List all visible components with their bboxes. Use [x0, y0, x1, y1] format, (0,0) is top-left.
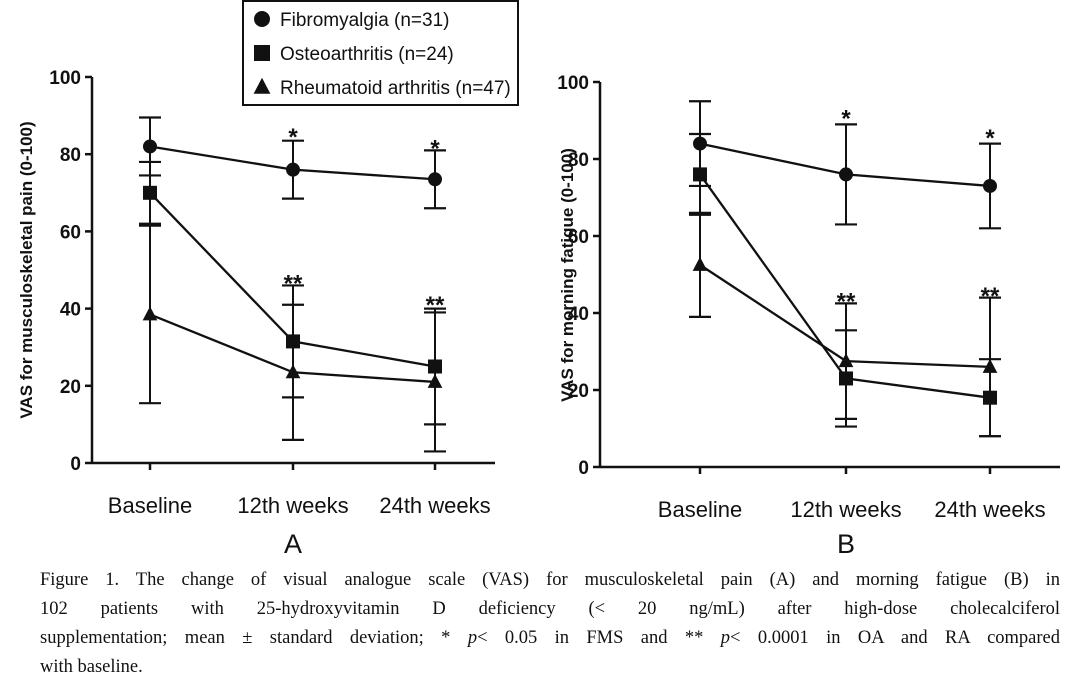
- legend-label-square: Osteoarthritis (n=24): [280, 44, 454, 65]
- panel-b-square-series-point-baseline: [693, 167, 707, 182]
- panel-a-y-tick-label-100: 100: [49, 68, 81, 89]
- panel-a-y-tick-label-20: 20: [60, 377, 81, 398]
- panel-a-x-tick-label-24th-weeks: 24th weeks: [379, 493, 490, 518]
- panel-b-significance-single-12th-weeks: *: [841, 106, 851, 133]
- panel-b-triangle-series-point-baseline: [692, 256, 708, 271]
- panel-a-chart: 0 20 40 60 80 100 Baseline 12th weeks 24th weeks…: [17, 68, 495, 559]
- legend-triangle-icon: [253, 77, 271, 94]
- panel-a-significance-single-12th-weeks: *: [288, 124, 298, 151]
- panel-a-y-tick-label-60: 60: [60, 222, 81, 243]
- legend-circle-icon: [254, 11, 270, 27]
- caption-line-3-a: supplementation; mean ± standard deviati…: [40, 628, 468, 648]
- caption-line-4: with baseline.: [40, 657, 143, 677]
- panel-a-circle-series-point-12th-weeks: [286, 162, 300, 177]
- panel-b-y-tick-label-100: 100: [557, 73, 589, 94]
- panel-a-y-tick-label-80: 80: [60, 145, 81, 166]
- caption-line-1: Figure 1. The change of visual analogue …: [40, 570, 1060, 590]
- panel-a-square-series-point-baseline: [143, 185, 157, 200]
- panel-b-significance-single-24th-weeks: *: [985, 125, 995, 152]
- figure-1: Fibromyalgia (n=31) Osteoarthritis (n=24)…: [17, 0, 1060, 559]
- panel-b-y-tick-label-40: 40: [568, 304, 589, 325]
- panel-a-y-tick-label-40: 40: [60, 300, 81, 321]
- panel-a-circle-series-point-24th-weeks: [428, 172, 442, 187]
- figure-caption: Figure 1. The change of visual analogue …: [40, 566, 1060, 682]
- panel-b-circle-series-point-24th-weeks: [983, 178, 997, 193]
- panel-b-significance-double-24th-weeks: **: [981, 283, 1000, 310]
- panel-a-x-tick-label-baseline: Baseline: [108, 493, 192, 518]
- panel-a-significance-double-12th-weeks: **: [284, 271, 303, 298]
- panel-a-triangle-series-point-baseline: [142, 306, 158, 321]
- panel-a-significance-double-24th-weeks: **: [426, 292, 445, 319]
- panel-a-triangle-series-point-12th-weeks: [285, 364, 301, 379]
- panel-b-y-tick-label-80: 80: [568, 150, 589, 171]
- caption-p-symbol-1: p: [467, 628, 478, 648]
- caption-line-3-b: < 0.05 in FMS and **: [477, 628, 721, 648]
- panel-a-label: A: [284, 529, 302, 559]
- panel-b-y-tick-label-20: 20: [568, 381, 589, 402]
- panel-b-circle-series-point-12th-weeks: [839, 167, 853, 182]
- legend-box: [242, 0, 519, 106]
- panel-b-y-tick-label-0: 0: [578, 458, 589, 479]
- panel-a-triangle-series-point-24th-weeks: [427, 373, 443, 388]
- panel-a-y-tick-label-0: 0: [70, 454, 81, 475]
- panel-b-chart: 0 20 40 60 80 100 Baseline 12th weeks 24th weeks…: [557, 73, 1060, 559]
- panel-b-x-tick-label-12th-weeks: 12th weeks: [790, 497, 901, 522]
- legend: Fibromyalgia (n=31) Osteoarthritis (n=24)…: [242, 0, 519, 106]
- panel-a-y-axis-label: VAS for musculoskeletal pain (0-100): [17, 121, 36, 418]
- panel-b-label: B: [837, 529, 855, 559]
- legend-square-icon: [254, 45, 270, 61]
- legend-label-circle: Fibromyalgia (n=31): [280, 10, 450, 31]
- caption-line-3-c: < 0.0001 in OA and RA compared: [730, 628, 1060, 648]
- caption-line-2: 102 patients with 25-hydroxyvitamin D de…: [40, 599, 1060, 619]
- panel-b-x-tick-label-baseline: Baseline: [658, 497, 742, 522]
- panel-b-y-axis-label: VAS for morning fatigue (0-100): [558, 148, 577, 402]
- panel-b-triangle-series-point-24th-weeks: [982, 358, 998, 373]
- caption-p-symbol-2: p: [720, 628, 731, 648]
- panel-b-x-tick-label-24th-weeks: 24th weeks: [934, 497, 1045, 522]
- caption-line-3: supplementation; mean ± standard deviati…: [40, 624, 1060, 653]
- panel-a-significance-single-24th-weeks: *: [430, 135, 440, 162]
- legend-label-triangle: Rheumatoid arthritis (n=47): [280, 78, 511, 99]
- panel-b-triangle-series-point-12th-weeks: [838, 353, 854, 368]
- panel-b-significance-double-12th-weeks: **: [837, 289, 856, 316]
- panel-a-x-tick-label-12th-weeks: 12th weeks: [237, 493, 348, 518]
- panel-b-y-tick-label-60: 60: [568, 227, 589, 248]
- panel-a-circle-series-point-baseline: [143, 139, 157, 154]
